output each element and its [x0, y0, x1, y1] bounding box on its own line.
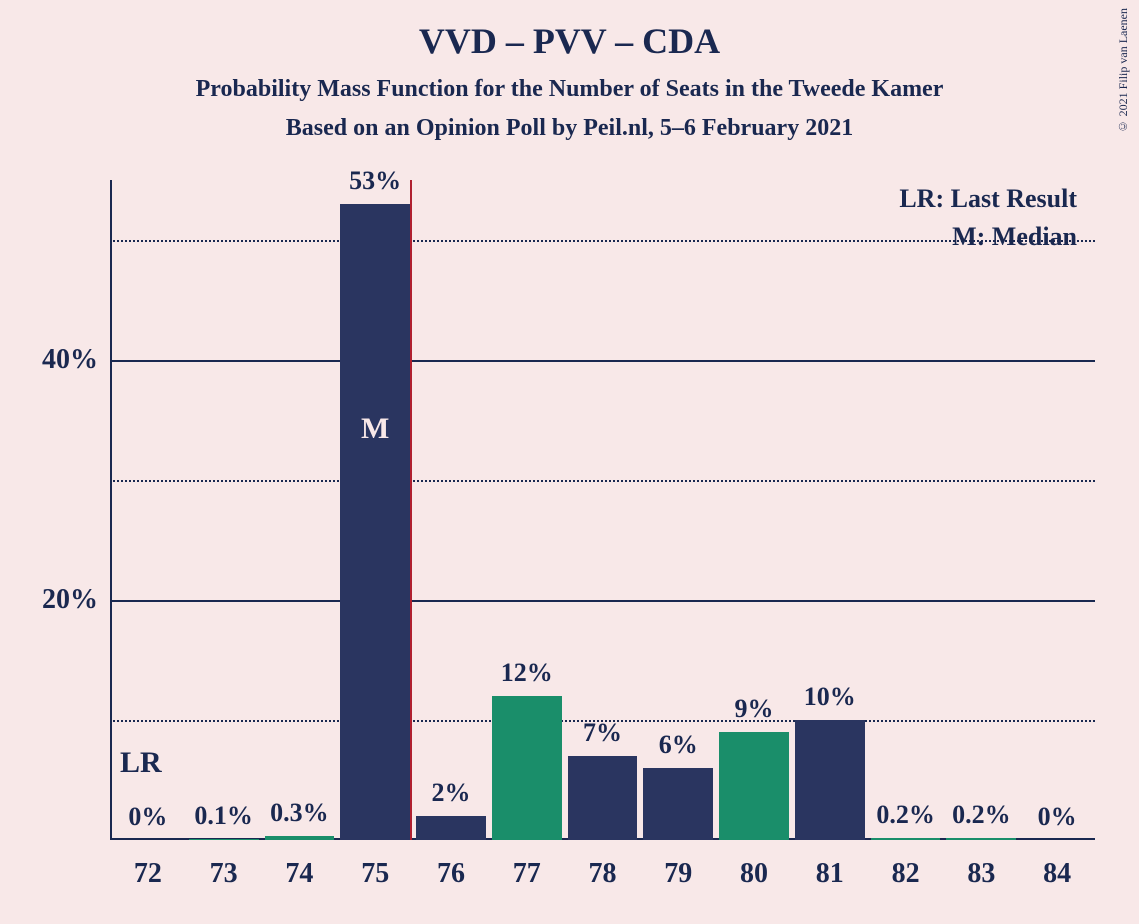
bar-value-label: 53%	[349, 166, 401, 196]
bar-value-label: 0%	[1038, 802, 1077, 832]
bar-value-label: 12%	[501, 658, 553, 688]
bar: 2%	[416, 816, 486, 840]
bar-value-label: 2%	[431, 778, 470, 808]
median-line	[410, 180, 412, 840]
bar: 0.3%	[265, 836, 335, 840]
legend-m: M: Median	[899, 222, 1077, 252]
bar-value-label: 7%	[583, 718, 622, 748]
gridline-major	[110, 600, 1095, 602]
bar-value-label: 10%	[804, 682, 856, 712]
x-tick-label: 84	[1043, 858, 1071, 890]
bar-value-label: 0.2%	[876, 800, 935, 830]
bar: 6%	[643, 768, 713, 840]
bar-value-label: 0.1%	[194, 801, 253, 831]
plot-area: LR: Last Result M: Median 20%40%0%720.1%…	[110, 180, 1095, 840]
x-tick-label: 73	[210, 858, 238, 890]
chart-subtitle-2: Based on an Opinion Poll by Peil.nl, 5–6…	[0, 115, 1139, 142]
bar: 53%	[340, 204, 410, 840]
bar-value-label: 9%	[735, 694, 774, 724]
chart-container: VVD – PVV – CDA Probability Mass Functio…	[0, 0, 1139, 924]
x-tick-label: 76	[437, 858, 465, 890]
x-tick-label: 83	[967, 858, 995, 890]
y-tick-label: 40%	[42, 344, 98, 376]
gridline-minor	[110, 480, 1095, 482]
chart-title: VVD – PVV – CDA	[0, 20, 1139, 62]
x-tick-label: 78	[589, 858, 617, 890]
bar-value-label: 6%	[659, 730, 698, 760]
bar-value-label: 0.2%	[952, 800, 1011, 830]
bar: 7%	[568, 756, 638, 840]
bar: 12%	[492, 696, 562, 840]
lr-marker: LR	[120, 746, 162, 780]
y-axis	[110, 180, 112, 840]
legend: LR: Last Result M: Median	[899, 184, 1077, 260]
bar: 0.1%	[189, 839, 259, 840]
bar: 9%	[719, 732, 789, 840]
median-marker: M	[361, 412, 389, 446]
x-tick-label: 82	[892, 858, 920, 890]
x-tick-label: 74	[285, 858, 313, 890]
bar-value-label: 0.3%	[270, 798, 329, 828]
credit-text: © 2021 Filip van Laenen	[1116, 8, 1131, 133]
gridline-minor	[110, 240, 1095, 242]
bar-value-label: 0%	[128, 802, 167, 832]
gridline-major	[110, 360, 1095, 362]
x-tick-label: 77	[513, 858, 541, 890]
bar: 10%	[795, 720, 865, 840]
x-tick-label: 81	[816, 858, 844, 890]
chart-subtitle-1: Probability Mass Function for the Number…	[0, 76, 1139, 103]
x-tick-label: 75	[361, 858, 389, 890]
x-tick-label: 79	[664, 858, 692, 890]
legend-lr: LR: Last Result	[899, 184, 1077, 214]
y-tick-label: 20%	[42, 584, 98, 616]
bar: 0.2%	[871, 838, 941, 840]
x-tick-label: 80	[740, 858, 768, 890]
title-block: VVD – PVV – CDA Probability Mass Functio…	[0, 20, 1139, 142]
x-tick-label: 72	[134, 858, 162, 890]
bar: 0.2%	[946, 838, 1016, 840]
